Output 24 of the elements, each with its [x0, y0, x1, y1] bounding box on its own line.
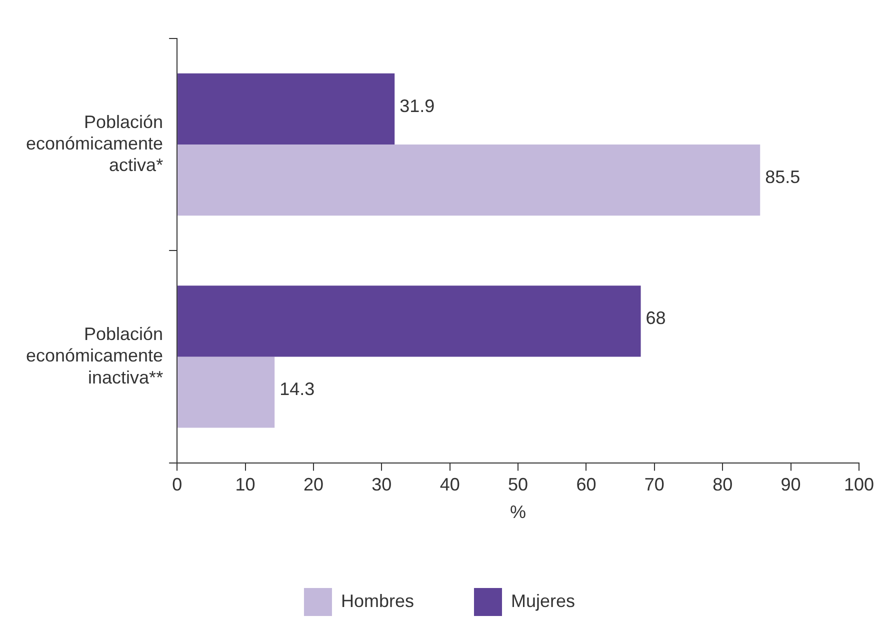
x-tick-label: 20: [303, 474, 324, 495]
bar: [178, 286, 641, 357]
x-tick-label: 80: [712, 474, 733, 495]
y-tick-label: Población económicamente activa*: [26, 112, 164, 176]
data-label: 68: [646, 308, 666, 328]
x-tick-label: 70: [644, 474, 664, 495]
bar: [178, 144, 760, 216]
legend-label: Mujeres: [511, 590, 576, 611]
x-tick-label: 10: [235, 474, 256, 495]
x-tick-label: 0: [172, 474, 182, 495]
x-tick-label: 60: [576, 474, 596, 495]
x-axis-title: %: [510, 502, 526, 522]
bar: [178, 73, 395, 144]
legend-label: Hombres: [340, 590, 414, 611]
data-label: 85.5: [765, 167, 800, 188]
data-label: 31.9: [400, 96, 435, 116]
x-tick-label: 50: [508, 474, 528, 495]
x-tick-label: 90: [780, 474, 801, 495]
x-tick-label: 40: [440, 474, 460, 495]
x-tick-label: 100: [844, 474, 874, 495]
y-tick-label: Población económicamente inactiva**: [26, 324, 164, 388]
x-tick-label: 30: [372, 474, 392, 495]
bar: [178, 356, 275, 428]
data-label: 14.3: [280, 379, 315, 400]
